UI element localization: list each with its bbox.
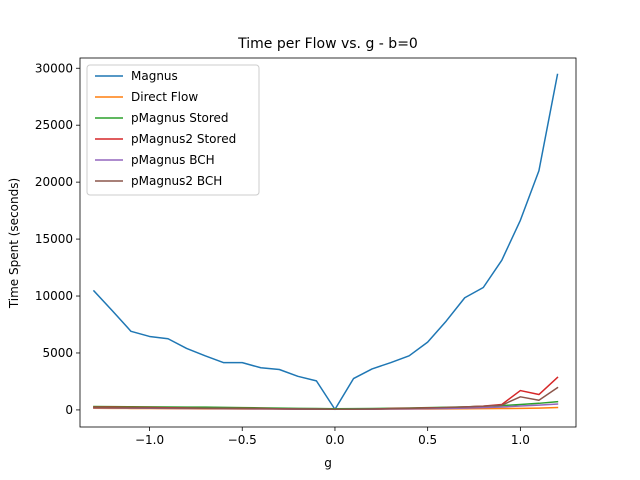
legend-label-1: Direct Flow (131, 90, 198, 104)
y-tick-label: 15000 (35, 232, 73, 246)
y-tick-label: 20000 (35, 175, 73, 189)
chart-title: Time per Flow vs. g - b=0 (237, 36, 418, 52)
y-axis-title: Time Spent (seconds) (7, 178, 21, 309)
series-line-0 (92, 73, 559, 411)
y-tick-label: 0 (65, 403, 73, 417)
plot-frame (79, 57, 577, 428)
x-axis: −1.0 −0.5 0.0 0.5 1.0 (135, 427, 530, 447)
y-tick-label: 5000 (42, 346, 73, 360)
x-tick-label: 1.0 (511, 433, 530, 447)
legend: Magnus Direct Flow pMagnus Stored pMagnus2 … (86, 64, 260, 196)
y-tick-label: 10000 (35, 289, 73, 303)
x-axis-title: g (324, 456, 332, 470)
plot-area (79, 57, 577, 428)
y-axis: 0 5000 10000 15000 20000 25000 30000 (35, 61, 80, 417)
x-tick-label: 0.5 (418, 433, 437, 447)
legend-label-3: pMagnus2 Stored (131, 132, 236, 146)
series-layer (92, 73, 559, 411)
legend-label-0: Magnus (131, 69, 178, 83)
x-tick-label: 0.0 (325, 433, 344, 447)
x-tick-label: −1.0 (135, 433, 164, 447)
y-tick-label: 25000 (35, 118, 73, 132)
legend-label-2: pMagnus Stored (131, 111, 229, 125)
x-tick-label: −0.5 (228, 433, 257, 447)
y-tick-label: 30000 (35, 61, 73, 75)
legend-box (86, 64, 260, 196)
series-line-5 (93, 386, 559, 410)
legend-label-5: pMagnus2 BCH (131, 174, 222, 188)
legend-label-4: pMagnus BCH (131, 153, 215, 167)
